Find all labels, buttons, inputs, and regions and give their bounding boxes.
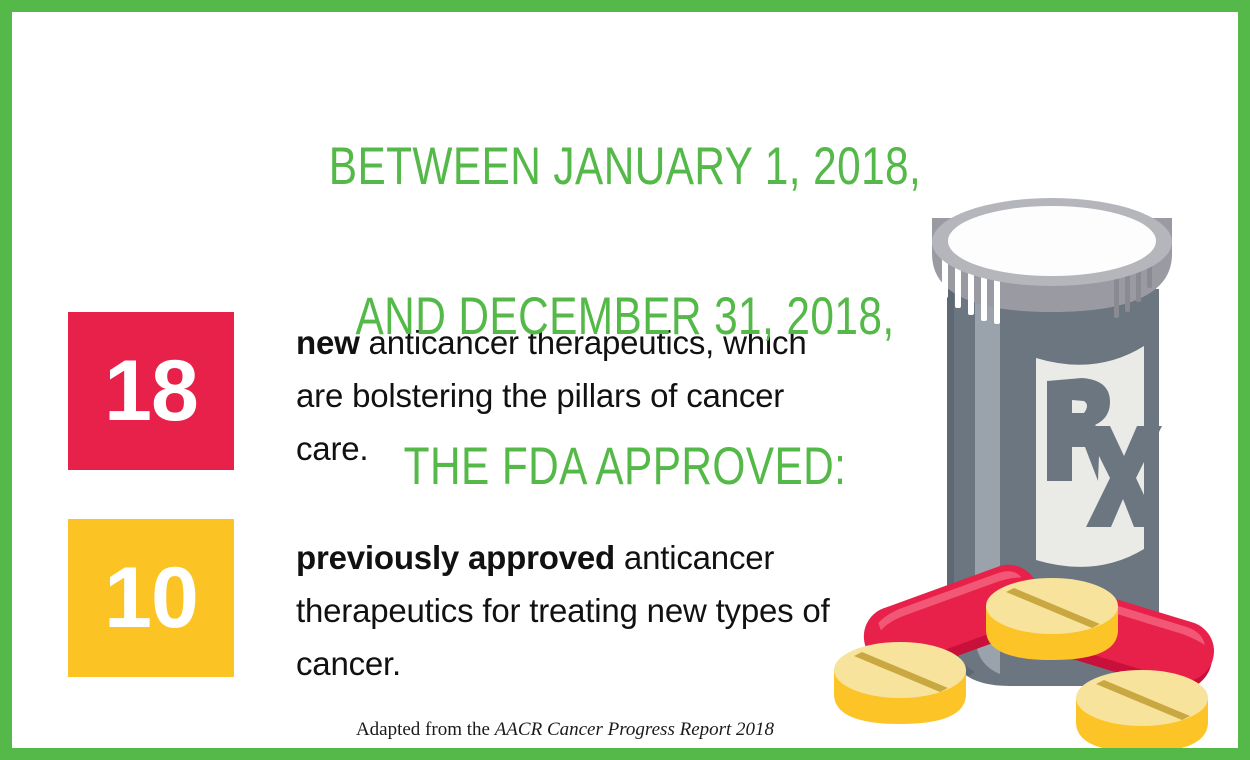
stat-rest-previous: anticancer therapeutics for treating new…: [296, 539, 830, 682]
headline-line-3: THE FDA APPROVED:: [403, 437, 847, 496]
page-title: BETWEEN JANUARY 1, 2018, AND DECEMBER 31…: [135, 42, 1116, 592]
stat-badge-previous: 10: [68, 519, 234, 677]
stat-row-new: 18 new anticancer therapeutics, which ar…: [68, 312, 836, 475]
stat-badge-new: 18: [68, 312, 234, 470]
source-attribution: Adapted from the AACR Cancer Progress Re…: [12, 719, 1238, 741]
headline-line-2: AND DECEMBER 31, 2018,: [355, 287, 895, 346]
stat-description-previous: previously approved anticancer therapeut…: [296, 519, 836, 690]
rx-symbol: [1047, 378, 1162, 527]
stat-number-previous: 10: [104, 550, 199, 646]
stat-rest-new: anticancer therapeutics, which are bolst…: [296, 324, 807, 467]
tablet-middle: [986, 578, 1118, 660]
bottle-cap-top: [948, 206, 1156, 276]
stat-number-new: 18: [104, 343, 199, 439]
bottle-body-shadow: [947, 289, 975, 676]
stat-row-previous: 10 previously approved anticancer therap…: [68, 519, 836, 690]
tablet-right: [1076, 670, 1208, 748]
attribution-prefix: Adapted from the: [355, 719, 495, 740]
stat-emphasis-new: new: [296, 324, 360, 361]
tablet-left: [834, 642, 966, 724]
attribution-source: AACR Cancer Progress Report 2018: [494, 719, 775, 740]
headline-line-1: BETWEEN JANUARY 1, 2018,: [328, 137, 922, 196]
pill-bottle-illustration: [834, 198, 1215, 748]
stat-description-new: new anticancer therapeutics, which are b…: [296, 312, 836, 475]
stat-emphasis-previous: previously approved: [296, 539, 615, 576]
